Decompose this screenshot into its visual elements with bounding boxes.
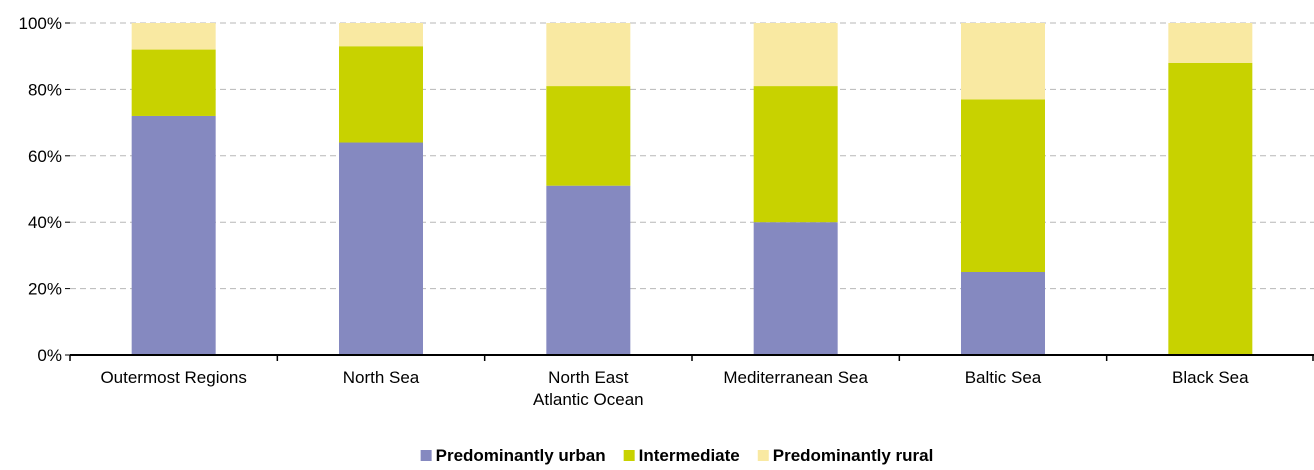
bar-segment <box>546 185 631 355</box>
bar-segment <box>961 272 1045 355</box>
bar-segment <box>546 23 631 87</box>
bar-segment <box>339 23 423 47</box>
x-tick-label: North East <box>548 368 629 387</box>
bar-segment <box>131 115 216 356</box>
axes: 0% 20% 40% 60% 80% 100% Outermost Regions North… <box>19 14 1314 409</box>
y-tick-label: 40% <box>28 213 62 232</box>
legend-swatch <box>420 450 432 461</box>
bar-segment <box>753 23 838 87</box>
legend-swatch <box>623 450 635 461</box>
x-tick-label: Atlantic Ocean <box>533 390 644 409</box>
bars <box>131 23 1253 356</box>
bar-segment <box>339 46 423 143</box>
bar-segment <box>1168 23 1253 63</box>
x-tick-label: Baltic Sea <box>965 368 1042 387</box>
bar-segment <box>339 142 423 355</box>
bar-segment <box>131 23 216 50</box>
y-tick-label: 80% <box>28 80 62 99</box>
bar-segment <box>753 86 838 223</box>
y-tick-label: 20% <box>28 280 62 299</box>
legend: Predominantly urban Intermediate Predomina… <box>420 446 934 465</box>
bar-segment <box>131 49 216 116</box>
bar-segment <box>546 86 631 186</box>
bar-segment <box>1168 62 1253 356</box>
legend-label: Predominantly rural <box>773 446 934 465</box>
y-tick-label: 60% <box>28 147 62 166</box>
x-tick-label: North Sea <box>343 368 420 387</box>
bar-segment <box>961 99 1045 272</box>
bar-segment <box>961 23 1045 100</box>
x-tick-label: Outermost Regions <box>100 368 246 387</box>
x-tick-label: Mediterranean Sea <box>723 368 868 387</box>
gridlines <box>70 22 1314 290</box>
bar-segment <box>753 222 838 355</box>
legend-label: Predominantly urban <box>436 446 606 465</box>
y-tick-label: 0% <box>37 346 62 365</box>
x-tick-label: Black Sea <box>1172 368 1249 387</box>
legend-swatch <box>757 450 769 461</box>
legend-label: Intermediate <box>639 446 740 465</box>
y-tick-label: 100% <box>19 14 62 33</box>
